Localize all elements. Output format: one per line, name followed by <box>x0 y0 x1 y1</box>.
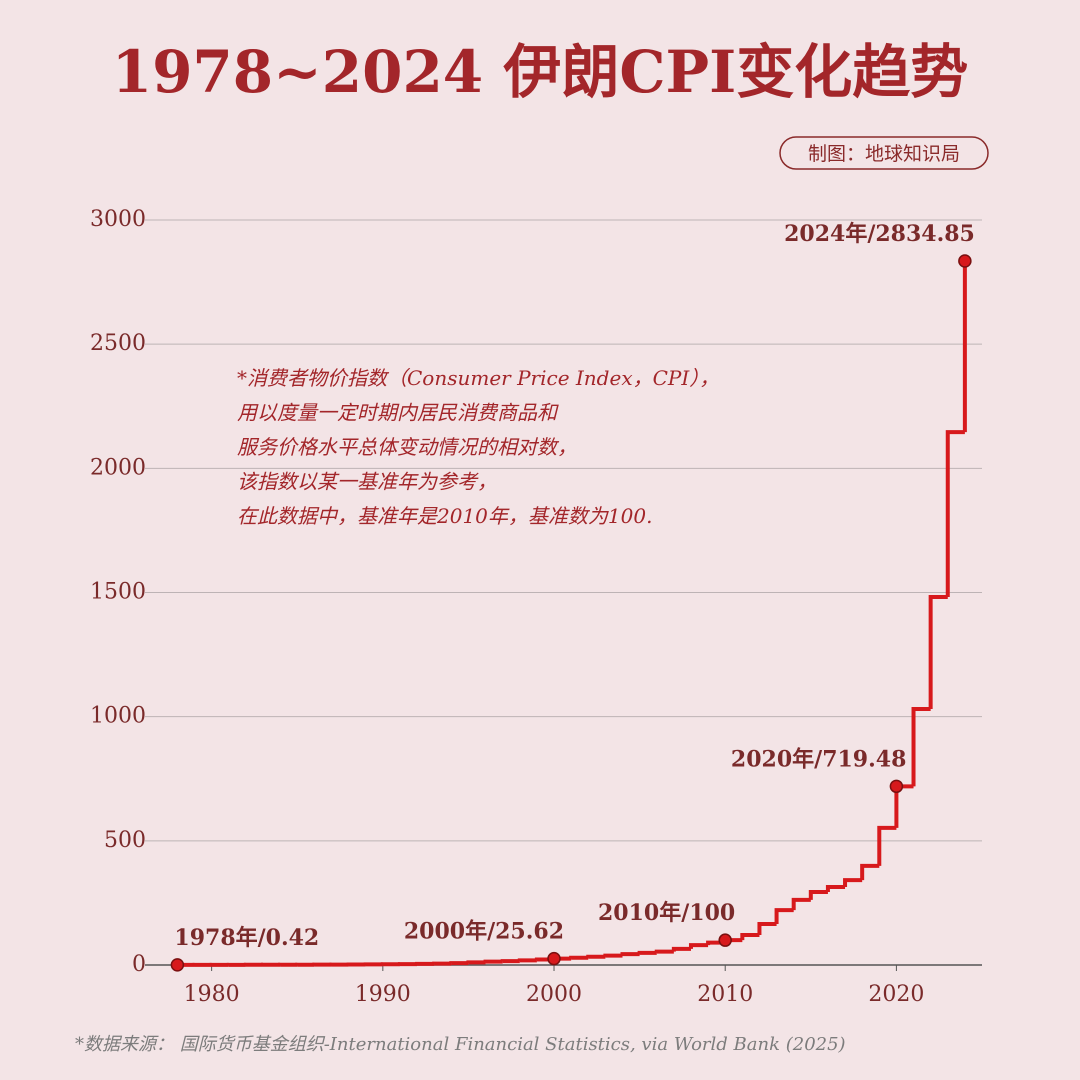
step-segment <box>945 430 965 597</box>
step-segment <box>671 946 691 952</box>
x-tick-label: 1990 <box>355 982 411 1007</box>
value-label: 2010年/100 <box>598 900 735 926</box>
step-segment <box>483 959 503 964</box>
step-segment <box>586 954 606 959</box>
value-label: 2000年/25.62 <box>404 919 564 945</box>
step-segment <box>928 594 948 709</box>
point-marker <box>718 933 732 947</box>
step-segment <box>877 825 897 866</box>
step-segment <box>637 950 657 955</box>
point-marker <box>547 951 561 966</box>
value-label: 2024年/2834.85 <box>784 221 975 247</box>
point-marker <box>170 958 185 972</box>
step-segment <box>911 706 931 787</box>
step-segment <box>843 878 863 888</box>
y-tick-label: 0 <box>132 952 146 977</box>
credit: 制图：地球知识局 <box>808 143 960 165</box>
x-tick-label: 2010 <box>697 982 753 1007</box>
step-segment <box>620 952 640 957</box>
note-line: 在此数据中，基准年是2010年，基准数为100. <box>237 504 652 528</box>
step-segment <box>757 922 777 935</box>
value-label: 2020年/719.48 <box>731 746 906 772</box>
step-segment <box>654 949 674 954</box>
y-tick-label: 1000 <box>90 704 146 729</box>
series <box>177 261 967 967</box>
x-tick-label: 1980 <box>184 982 240 1007</box>
step-segment <box>466 960 486 965</box>
step-segment <box>791 897 811 911</box>
x-tick-label: 2020 <box>868 982 924 1007</box>
y-tick-label: 2000 <box>90 455 146 480</box>
step-segment <box>603 953 623 958</box>
y-tick-label: 2500 <box>90 331 146 356</box>
value-label: 1978年/0.42 <box>174 925 319 951</box>
note-line: 服务价格水平总体变动情况的相对数， <box>237 435 577 459</box>
note-line: *消费者物价指数（Consumer Price Index，CPI）， <box>237 366 719 390</box>
x-tick-label: 2000 <box>526 982 582 1007</box>
chart-title: 1978~2024 伊朗CPI变化趋势 <box>112 38 969 106</box>
note-line: 用以度量一定时期内居民消费商品和 <box>237 401 559 425</box>
step-segment <box>500 959 520 964</box>
note-line: 该指数以某一基准年为参考， <box>237 470 497 494</box>
step-segment <box>688 943 709 949</box>
step-segment <box>740 932 760 941</box>
step-segment <box>808 889 828 900</box>
y-tick-label: 3000 <box>90 207 146 232</box>
point-marker <box>889 779 904 794</box>
step-segment <box>860 863 880 881</box>
step-segment <box>517 958 537 963</box>
step-segment <box>774 908 794 925</box>
y-tick-label: 500 <box>104 828 146 853</box>
note: *消费者物价指数（Consumer Price Index，CPI）， 用以度量一… <box>237 366 719 528</box>
source: *数据来源： 国际货币基金组织-International Financial … <box>75 1034 846 1055</box>
y-tick-label: 1500 <box>90 580 146 605</box>
step-segment <box>825 885 846 892</box>
step-segment <box>569 955 589 960</box>
credit-badge <box>779 136 989 170</box>
point-marker <box>958 254 972 268</box>
